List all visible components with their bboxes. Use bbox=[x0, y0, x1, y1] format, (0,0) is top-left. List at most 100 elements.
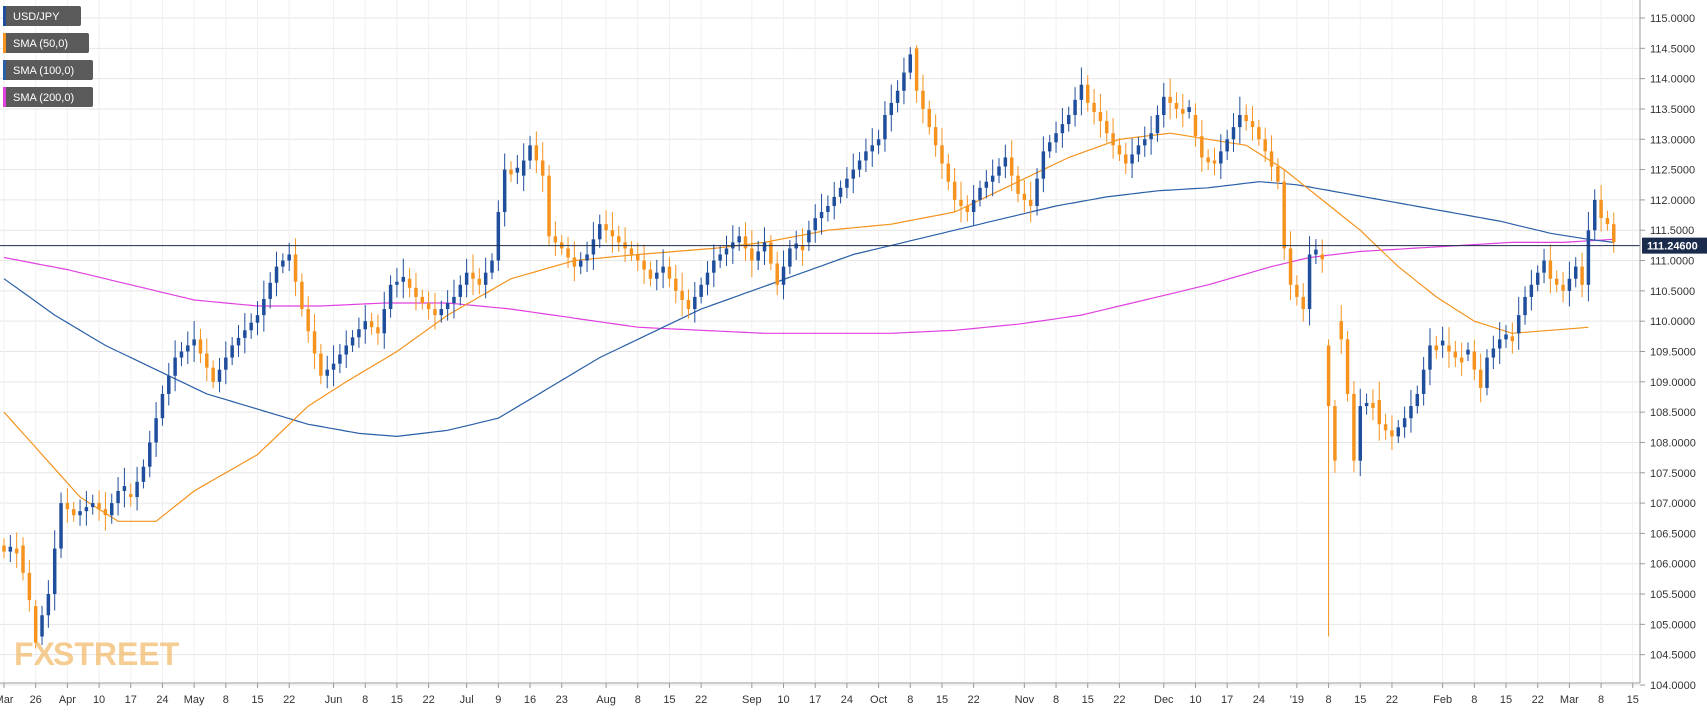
candle-body bbox=[1073, 99, 1077, 116]
candle-body bbox=[1276, 166, 1280, 182]
candle-body bbox=[160, 393, 165, 419]
candle-body bbox=[914, 48, 919, 91]
candle-body bbox=[255, 315, 260, 323]
candle-body bbox=[135, 481, 139, 498]
x-tick-label: 15 bbox=[251, 694, 263, 706]
watermark-fx: FX bbox=[14, 636, 56, 672]
candle-body bbox=[813, 218, 817, 231]
candle-body bbox=[71, 509, 76, 516]
candle-body bbox=[1586, 230, 1591, 285]
candle-body bbox=[249, 322, 253, 331]
x-axis: Mar 26 Apr 10 17 24 May 8 15 22 Jun 8 15 22 Jul 9 16 23 Au… bbox=[0, 682, 1640, 706]
candle-body bbox=[382, 309, 387, 334]
candle-body bbox=[1358, 406, 1362, 461]
x-tick-label: 10 bbox=[1189, 694, 1201, 706]
candle-body bbox=[376, 327, 380, 334]
y-tick-label: 107.5000 bbox=[1650, 468, 1696, 480]
candle-body bbox=[2, 545, 6, 552]
candle-body bbox=[1561, 284, 1565, 291]
candle-body bbox=[959, 199, 963, 206]
candle-body bbox=[319, 353, 323, 376]
candle-body bbox=[1105, 121, 1109, 134]
candle-body bbox=[490, 260, 494, 273]
x-tick-label: 17 bbox=[1221, 694, 1233, 706]
candle-body bbox=[1219, 151, 1223, 164]
candle-body bbox=[1003, 157, 1008, 167]
candle-body bbox=[990, 175, 995, 182]
candle-body bbox=[464, 272, 469, 285]
candle-body bbox=[148, 442, 152, 467]
x-tick-label: May bbox=[184, 694, 205, 706]
candle-body bbox=[1497, 339, 1502, 349]
x-tick-label: 15 bbox=[663, 694, 675, 706]
candle-body bbox=[1009, 157, 1014, 176]
candle-body bbox=[40, 615, 44, 637]
candle-body bbox=[737, 236, 741, 243]
candle-body bbox=[629, 248, 634, 255]
y-tick-label: 111.5000 bbox=[1650, 225, 1694, 237]
candle-body bbox=[141, 466, 146, 482]
candle-body bbox=[591, 239, 596, 255]
candle-body bbox=[515, 167, 520, 173]
candle-body bbox=[21, 545, 25, 573]
candle-body bbox=[59, 503, 63, 549]
candle-body bbox=[547, 175, 551, 237]
x-tick-label: 24 bbox=[1253, 694, 1265, 706]
candle-body bbox=[97, 503, 101, 510]
candle-body bbox=[1092, 102, 1096, 112]
candle-body bbox=[1130, 154, 1134, 164]
candle-body bbox=[712, 260, 716, 273]
legend-item-label: SMA (100,0) bbox=[13, 65, 74, 77]
candle-body bbox=[192, 339, 196, 346]
y-tick-label: 113.5000 bbox=[1650, 104, 1695, 116]
candle-body bbox=[401, 276, 406, 282]
candle-body bbox=[1200, 136, 1204, 158]
candle-body bbox=[699, 284, 703, 297]
candle-body bbox=[1459, 357, 1464, 363]
candle-body bbox=[236, 337, 241, 346]
candle-body bbox=[1364, 403, 1369, 407]
candle-body bbox=[268, 282, 272, 299]
candle-body bbox=[617, 236, 621, 243]
candle-body bbox=[693, 296, 697, 310]
candle-body bbox=[433, 309, 437, 316]
x-tick-label: 24 bbox=[841, 694, 853, 706]
candle-body bbox=[1409, 406, 1413, 419]
candle-body bbox=[496, 212, 501, 261]
candle-body bbox=[1225, 139, 1229, 152]
candle-body bbox=[1605, 218, 1610, 225]
candle-body bbox=[528, 145, 532, 161]
candle-body bbox=[1187, 107, 1191, 112]
sma-200-series bbox=[3, 238, 1614, 334]
x-tick-label: Apr bbox=[59, 694, 76, 706]
candle-body bbox=[1041, 151, 1046, 179]
candle-body bbox=[1352, 393, 1356, 461]
watermark-street: STREET bbox=[53, 636, 180, 672]
candle-body bbox=[1111, 133, 1115, 146]
candle-body bbox=[1548, 260, 1553, 279]
candle-body bbox=[420, 296, 425, 303]
y-tick-label: 104.5000 bbox=[1650, 650, 1696, 662]
candle-body bbox=[300, 281, 304, 310]
candle-body bbox=[1428, 345, 1432, 370]
x-tick-label: Feb bbox=[1433, 694, 1452, 706]
sma-100-series bbox=[3, 181, 1614, 438]
candle-body bbox=[65, 503, 70, 510]
candle-body bbox=[243, 330, 247, 338]
x-tick-label: 17 bbox=[125, 694, 137, 706]
candle-body bbox=[971, 199, 976, 213]
y-tick-label: 109.0000 bbox=[1650, 377, 1696, 389]
y-tick-label: 105.5000 bbox=[1650, 589, 1696, 601]
x-tick-label: Sep bbox=[742, 694, 762, 706]
candle-body bbox=[756, 251, 760, 261]
candle-body bbox=[331, 363, 336, 370]
candle-body bbox=[952, 181, 957, 200]
candle-body bbox=[1231, 127, 1236, 140]
candle-body bbox=[927, 108, 932, 128]
candle-body bbox=[205, 353, 209, 368]
candle-body bbox=[1383, 424, 1388, 431]
x-tick-label: 8 bbox=[907, 694, 913, 706]
candle-body bbox=[109, 503, 114, 516]
sma-100-line bbox=[3, 181, 1614, 438]
y-tick-label: 111.0000 bbox=[1650, 256, 1694, 268]
